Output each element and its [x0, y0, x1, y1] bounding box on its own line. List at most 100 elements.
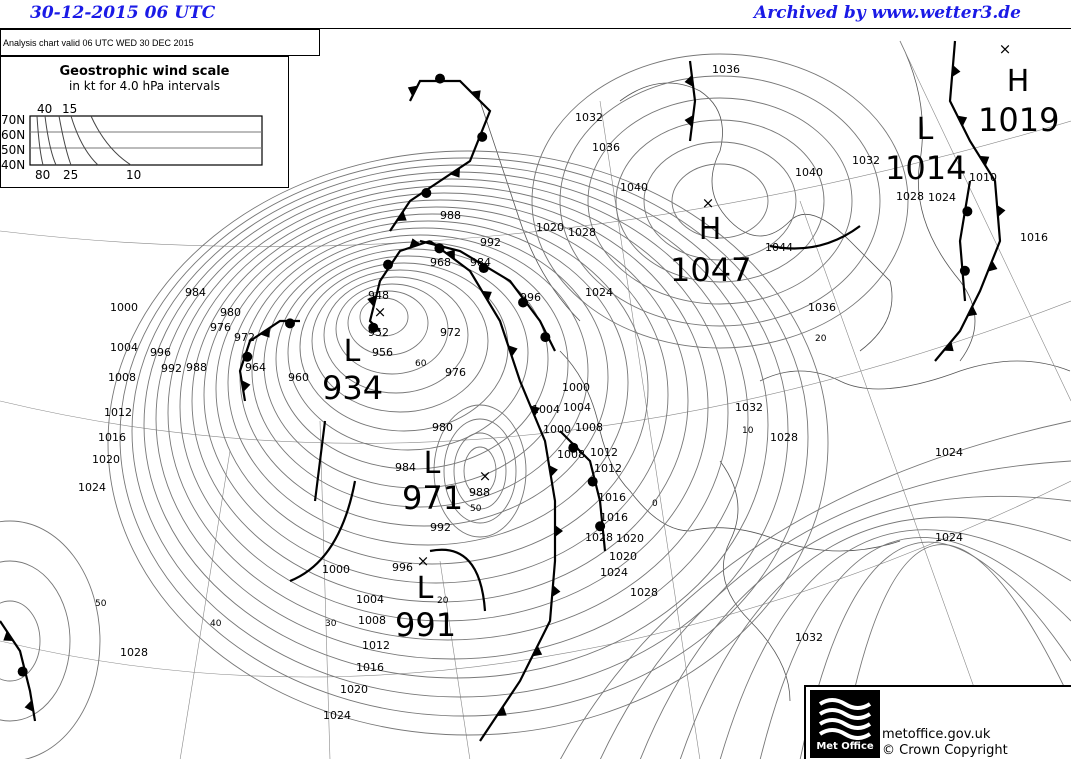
pressure-centre-type: H [699, 212, 722, 247]
isobar [335, 283, 449, 375]
isobar-label: 1008 [358, 614, 386, 627]
pressure-centre-type: L [417, 571, 434, 606]
pressure-centre-value: 1014 [885, 149, 966, 187]
isobar-label: 1000 [543, 423, 571, 436]
isobar [179, 192, 709, 622]
front-semicircle [242, 351, 253, 362]
isobar-label: 1044 [765, 241, 793, 254]
isobar-label: 1028 [896, 190, 924, 203]
trough [429, 548, 487, 612]
isobar-label: 1004 [356, 593, 384, 606]
front-triangle [445, 249, 455, 260]
trough [313, 420, 327, 502]
isobar [759, 536, 1071, 759]
front-semicircle [959, 265, 970, 276]
front-triangle [555, 525, 563, 537]
latitude-label: 30 [325, 619, 337, 629]
front-triangle [549, 465, 558, 477]
site-link[interactable]: metoffice.gov.uk [882, 727, 991, 742]
lat-label: 50N [1, 143, 25, 157]
front-triangle [409, 238, 421, 248]
isobar-label: 1036 [808, 301, 836, 314]
isobar-label: 1020 [609, 550, 637, 563]
front-triangle [508, 345, 518, 357]
isobar-label: 1012 [594, 462, 622, 475]
isobar [679, 516, 1071, 759]
isobar-label: 984 [395, 461, 416, 474]
archive-link[interactable]: Archived by www.wetter3.de [754, 3, 1021, 23]
isobar-label: 1032 [575, 111, 603, 124]
isobar [639, 495, 1071, 759]
front-semicircle [595, 521, 606, 532]
isobar [433, 404, 527, 538]
scale-bottom-label: 25 [63, 168, 78, 182]
isobar [215, 213, 649, 565]
latitude-label: 20 [437, 596, 449, 606]
centre-cross-icon: × [417, 552, 430, 570]
logo-text: Met Office [816, 741, 874, 752]
trough [289, 480, 357, 583]
scale-top-label: 40 [37, 102, 52, 116]
isobar [191, 199, 689, 603]
waves-icon [818, 698, 872, 740]
pressure-centre-type: H [1007, 64, 1030, 99]
scale-subtitle: in kt for 4.0 hPa intervals [69, 79, 220, 93]
isobar-label: 1020 [340, 683, 368, 696]
isobar-label: 1028 [120, 646, 148, 659]
centre-cross-icon: × [702, 194, 715, 212]
isobar-label: 1016 [1020, 231, 1048, 244]
front-triangle [450, 167, 460, 178]
isobar-label: 988 [186, 361, 207, 374]
coastlines [479, 40, 1071, 702]
isobar-label: 1028 [568, 226, 596, 239]
isobar-label: 956 [372, 346, 393, 359]
isobar-label: 980 [432, 421, 453, 434]
isobar-label: 1016 [356, 661, 384, 674]
isobar [599, 460, 1071, 759]
isobar-label: 1024 [600, 566, 628, 579]
centre-cross-icon: × [999, 40, 1012, 58]
pressure-centre-value: 934 [322, 369, 383, 407]
copyright: © Crown Copyright [882, 743, 1008, 758]
isobar-label: 1020 [536, 221, 564, 234]
isobar-label: 980 [220, 306, 241, 319]
front-triangle [396, 211, 407, 221]
isobar [671, 163, 769, 239]
latitude-label: 50 [470, 504, 482, 514]
front-triangle [952, 65, 961, 77]
scale-bottom-label: 10 [126, 168, 141, 182]
isobar-label: 1012 [590, 446, 618, 459]
front-triangle [957, 115, 968, 127]
isobar [227, 220, 629, 546]
isobar-label: 1010 [969, 171, 997, 184]
isobar-label: 1028 [770, 431, 798, 444]
front-semicircle [383, 259, 394, 270]
front-semicircle [478, 263, 489, 274]
pressure-centre-type: L [344, 334, 361, 369]
isobar-label: 1024 [935, 531, 963, 544]
isobar-label: 996 [520, 291, 541, 304]
front-semicircle [540, 332, 551, 343]
isobar-label: 1012 [104, 406, 132, 419]
isobar-label: 1012 [362, 639, 390, 652]
isobar [463, 446, 497, 496]
front-semicircle [962, 206, 973, 217]
pressure-centre-value: 991 [395, 606, 456, 644]
front-triangle [24, 700, 34, 712]
front-semicircle [435, 73, 445, 84]
front-triangle [684, 75, 694, 87]
cold-front [688, 60, 697, 142]
front-triangle [481, 290, 492, 302]
isobar-label: 1020 [616, 532, 644, 545]
front-semicircle [285, 318, 295, 329]
isobar-label: 948 [368, 289, 389, 302]
front-triangle [260, 327, 270, 338]
isobar-label: 1024 [78, 481, 106, 494]
front-triangle [3, 631, 14, 641]
isobar-label: 988 [469, 486, 490, 499]
isobar-label: 1004 [563, 401, 591, 414]
isobar-label: 1016 [600, 511, 628, 524]
front-triangle [987, 260, 998, 272]
